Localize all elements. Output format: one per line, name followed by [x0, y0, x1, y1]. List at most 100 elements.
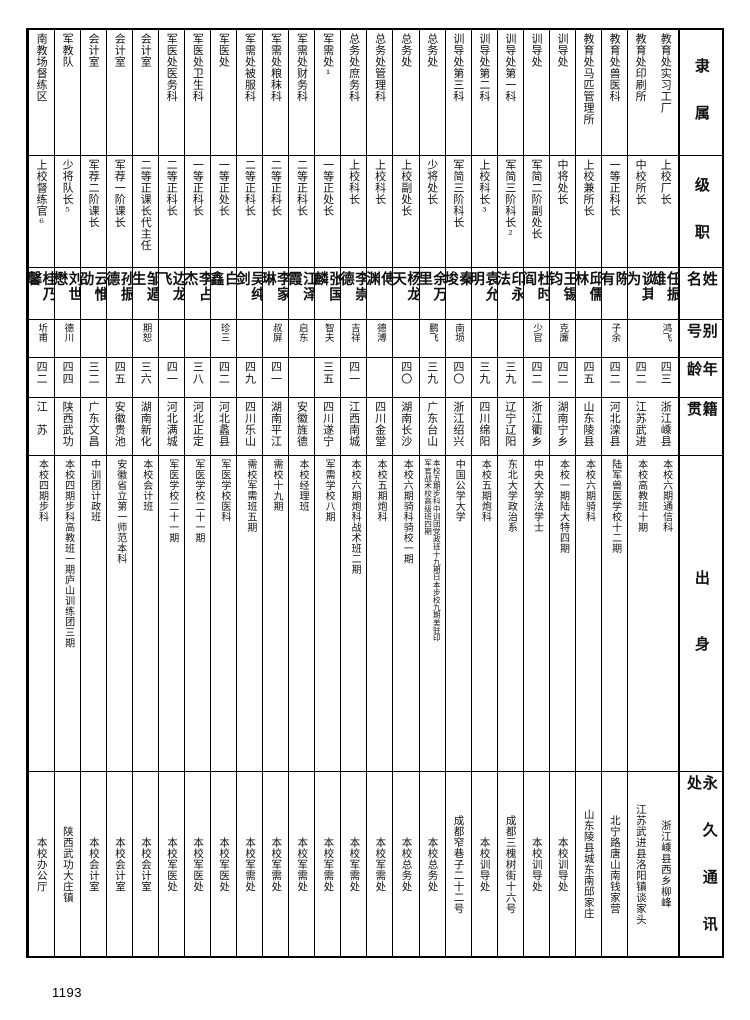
entry-address: 成都三槐树街十六号 — [497, 771, 523, 956]
entry-origin-text: 四川乐山 — [243, 401, 257, 447]
entry-rank-title: 上校科长 — [367, 155, 393, 267]
entry-origin-text: 浙江绍兴 — [451, 401, 465, 447]
entry-address-text: 成都窄巷子二十二号 — [452, 814, 465, 914]
entry-address-text: 本校军医处 — [218, 836, 231, 892]
table-header-column: 隶 属 级 职 姓 名 别号 年龄 籍 贯 出 身 永 久 通 讯 处 — [678, 30, 722, 956]
roster-entry-column: 总务处 少将处长 余万里 鹏飞 三九 广东台山 本校五期步科中训团党政班十九期日本步校九期美… — [418, 30, 445, 956]
entry-affiliation: 总务处 — [420, 30, 445, 155]
entry-school-text: 军医学校医科 — [218, 459, 230, 522]
entry-name-text: 李崇德 — [341, 271, 367, 302]
entry-school-text: 安徽省立第一师范本科 — [114, 459, 126, 564]
entry-name: 刘世懋 — [54, 267, 80, 319]
roster-entry-column: 训导处第二科 上校科长³ 袁允明 三九 四川绵阳 本校五期炮科 本校训导处 — [470, 30, 497, 956]
entry-address: 本校军医处 — [211, 771, 237, 956]
header-alias: 别号 — [680, 319, 722, 357]
entry-name-text: 杜时阎 — [523, 271, 549, 302]
entry-age: 三九 — [419, 357, 445, 397]
entry-affiliation: 军需处财务科 — [289, 30, 314, 155]
roster-entry-column: 军医处卫生科 一等正科长 李占杰 三八 河北正定 军医学校二十一期 本校军医处 — [184, 30, 211, 956]
entry-name: 王锡钧 — [549, 267, 575, 319]
entry-origin-text: 辽宁辽阳 — [503, 401, 517, 447]
entry-name-text: 云惟劭 — [80, 271, 106, 302]
entry-alias: 圻甫 — [28, 319, 54, 357]
entry-address-text: 本校军需处 — [348, 836, 361, 892]
entry-affiliation-text: 军需处财务科 — [295, 33, 309, 102]
entry-name: 杜时阎 — [523, 267, 549, 319]
entry-age: 四一 — [341, 357, 367, 397]
entry-affiliation-text: 教育处马匹管理所 — [582, 33, 596, 125]
entry-name-text: 李家琳 — [263, 271, 289, 302]
entry-name-text: 印永法 — [497, 271, 523, 302]
entry-affiliation: 军医处 — [211, 30, 236, 155]
entry-origin-text: 河北滦县 — [608, 401, 622, 447]
entry-address: 北宁路唐山南钱家营 — [601, 771, 627, 956]
entry-address-text: 本校总务处 — [426, 836, 439, 892]
roster-entry-column: 军需处¹ 一等正处长 张国麟 智夫 三五 四川遂宁 军需学校八期 本校军需处 — [314, 30, 341, 956]
entry-address-text: 本校军医处 — [192, 836, 205, 892]
entry-alias-text: 期恕 — [140, 323, 152, 342]
entry-address: 山东陵县城东南邱家庄 — [575, 771, 601, 956]
entry-name: 白 鑫 — [211, 267, 237, 319]
entry-address-text: 本校训导处 — [556, 836, 569, 892]
entry-alias — [627, 319, 653, 357]
entry-school-text: 东北大学政治系 — [505, 459, 517, 533]
entry-address-text: 本校军需处 — [244, 836, 257, 892]
entry-origin-text: 浙江衢乡 — [529, 401, 543, 447]
entry-alias — [237, 319, 263, 357]
entry-school: 本校经理班 — [289, 455, 315, 771]
entry-origin-text: 安徽旌德 — [295, 401, 309, 447]
entry-affiliation: 总务处管理科 — [367, 30, 392, 155]
entry-address-text: 本校会计室 — [139, 836, 152, 892]
entry-alias-text: 少官 — [531, 323, 543, 342]
entry-affiliation: 训导处 — [524, 30, 549, 155]
entry-school: 东北大学政治系 — [497, 455, 523, 771]
entry-school-text: 本校经理班 — [297, 459, 309, 512]
entry-name-text: 白 鑫 — [211, 271, 237, 287]
entry-rank-title-text: 上校科长 — [347, 159, 361, 205]
entry-address: 本校军医处 — [159, 771, 185, 956]
entry-rank-title-text: 上校兼所长 — [582, 159, 596, 217]
entry-rank-title-text: 军简三阶科长 — [451, 159, 465, 228]
entry-affiliation-text: 总务处庶务科 — [347, 33, 361, 102]
roster-entry-column: 训导处第一科 军简三阶科长² 印永法 三九 辽宁辽阳 东北大学政治系 成都三槐树街十六号 — [496, 30, 523, 956]
entry-name-text: 孙振德 — [106, 271, 133, 302]
entry-age-text: 四二 — [217, 361, 231, 385]
entry-affiliation: 会计室 — [107, 30, 132, 155]
entry-name: 余万里 — [419, 267, 445, 319]
entry-address: 本校军需处 — [237, 771, 263, 956]
entry-rank-title-text: 中将处长 — [556, 159, 569, 205]
entry-alias: 南埙 — [445, 319, 471, 357]
entry-school: 本校六期通信科 — [652, 455, 678, 771]
entry-alias: 鸿飞 — [652, 319, 678, 357]
entry-address: 浙江嵊县西乡柳峰 — [652, 771, 678, 956]
entry-name: 印永法 — [497, 267, 523, 319]
entry-age: 四二 — [28, 357, 54, 397]
entry-alias-text: 圻甫 — [36, 323, 48, 342]
entry-school-text: 本校六期骑科 — [583, 459, 595, 522]
entry-rank-title: 中校所长 — [627, 155, 653, 267]
entry-name: 孙振德 — [106, 267, 133, 319]
entry-name: 边龙飞 — [159, 267, 185, 319]
entry-age: 四九 — [237, 357, 263, 397]
entry-school: 军医学校医科 — [211, 455, 237, 771]
entry-rank-title: 一等正科长 — [601, 155, 627, 267]
entry-affiliation-text: 军需处粮秣科 — [269, 33, 283, 102]
entry-rank-title: 二等正科长 — [237, 155, 263, 267]
entry-age: 四二 — [523, 357, 549, 397]
entry-alias-text: 鹏飞 — [426, 323, 438, 342]
roster-entry-column: 军需处被服科 二等正科长 吴纯剑 四九 四川乐山 需校军需班五期 本校军需处 — [236, 30, 263, 956]
entry-affiliation: 训导处第二科 — [472, 30, 497, 155]
entry-age-text: 四〇 — [451, 361, 465, 385]
entry-affiliation-text: 会计室 — [139, 33, 153, 68]
entry-name: 谈其为 — [627, 267, 653, 319]
entry-name-text: 谈其为 — [627, 271, 653, 302]
entry-affiliation: 军需处被服科 — [237, 30, 262, 155]
entry-name: 邹遁生 — [133, 267, 159, 319]
entry-rank-title: 一等正处长 — [211, 155, 237, 267]
entry-address: 本校会计室 — [133, 771, 159, 956]
entry-age-text: 三九 — [503, 361, 517, 385]
entry-name-text: 边龙飞 — [159, 271, 185, 302]
entry-origin: 四川乐山 — [237, 397, 263, 455]
entry-affiliation-text: 军医处医务科 — [165, 33, 179, 102]
